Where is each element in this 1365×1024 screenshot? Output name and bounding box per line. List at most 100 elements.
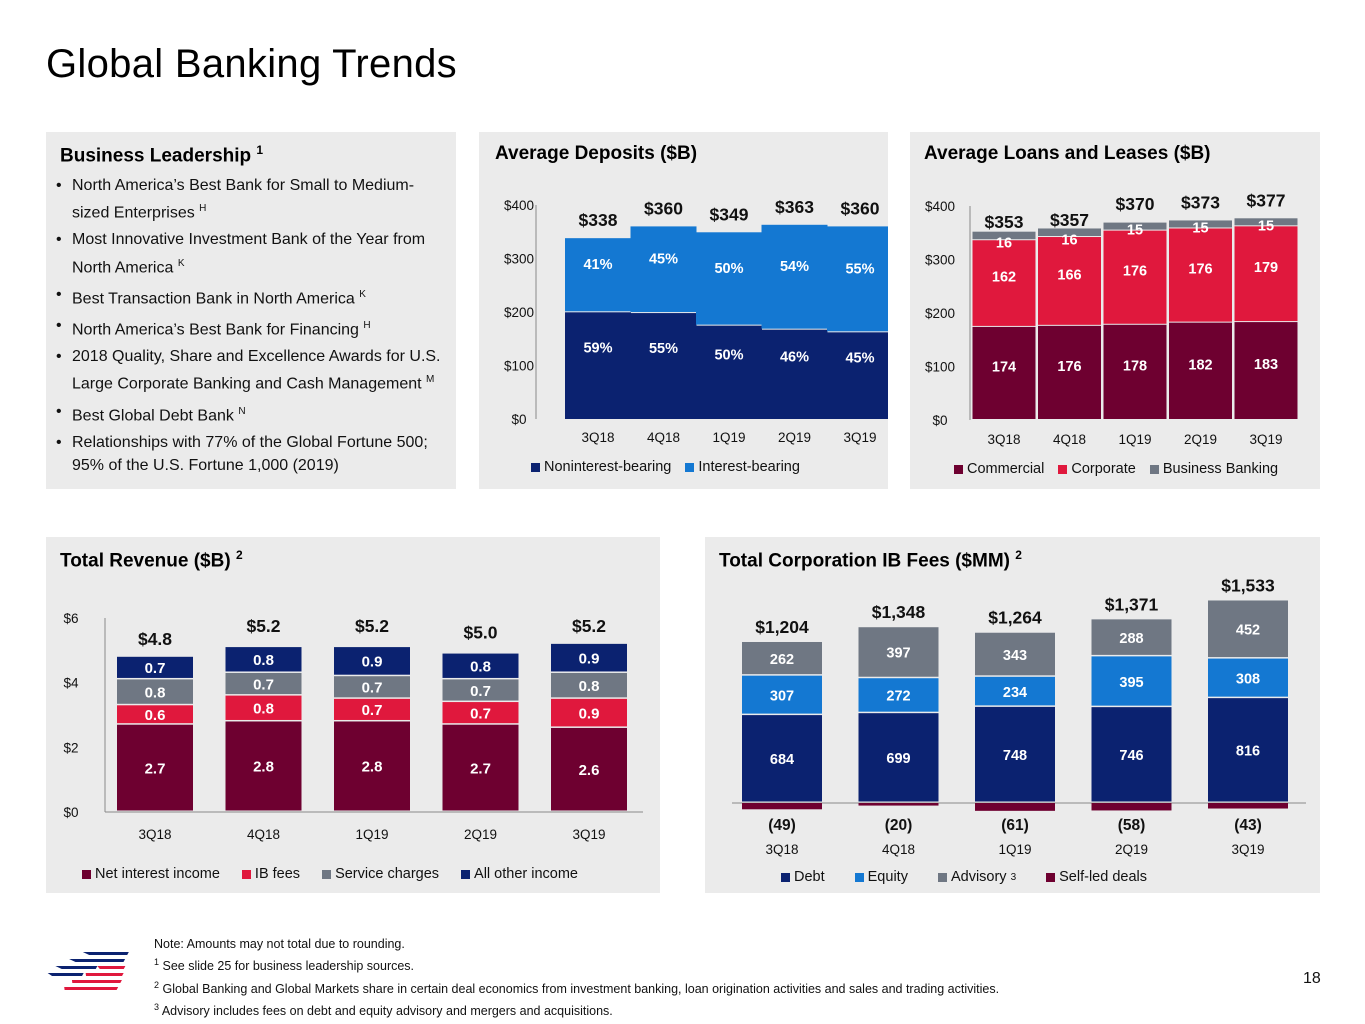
segment-label: 176 [1123,264,1147,280]
legend-item: Business Banking [1149,461,1278,477]
bar-segment [225,647,302,672]
segment-label: 0.7 [470,705,491,722]
y-tick-label: $200 [925,306,955,321]
total-label: $5.2 [355,616,389,636]
bar-segment [551,643,627,672]
bar-segment [827,226,888,332]
segment-label: 0.7 [470,683,491,700]
segment-label: 684 [770,752,794,768]
segment-label: 288 [1119,631,1143,647]
bar-segment [1038,325,1101,419]
legend-item: All other income [461,866,578,882]
bar-segment [1038,228,1101,237]
bar-segment [442,724,519,811]
bar-segment [117,679,193,704]
business-leadership-title: Business Leadership 1 [60,143,264,167]
segment-label: 0.7 [362,702,383,719]
segment-label: 0.7 [253,676,274,693]
bar-segment [225,695,302,720]
segment-label: 0.9 [579,705,600,722]
segment-label: 0.9 [362,654,383,671]
x-tick-label: 3Q18 [987,432,1020,447]
total-label: $4.8 [138,629,172,649]
leadership-item: Best Global Debt Bank N [56,400,451,428]
segment-label: 0.8 [470,659,491,676]
bar-segment [1169,228,1232,322]
leadership-item: 2018 Quality, Share and Excellence Award… [56,345,451,396]
bar-segment [1091,656,1172,706]
segment-label: 0.8 [579,678,600,695]
y-tick-label: $300 [504,252,534,267]
segment-label: 182 [1188,357,1212,373]
bar-segment [1103,222,1167,230]
segment-label: 0.7 [362,680,383,697]
footnote: Note: Amounts may not total due to round… [154,937,405,951]
bar-segment [334,676,410,698]
total-label: $349 [710,204,749,224]
bar-segment [858,678,939,712]
bar-segment [742,715,822,802]
total-label: $1,264 [988,608,1042,628]
segment-label: 174 [992,359,1016,375]
segment-label: 343 [1003,648,1027,664]
segment-label: 2.6 [579,762,600,779]
bar-segment [334,721,410,811]
x-tick-label: 1Q19 [998,842,1031,857]
ib-fees-panel: Total Corporation IB Fees ($MM) 2 684 307… [705,537,1320,893]
negative-label: (20) [885,817,913,834]
total-label: $338 [579,210,618,230]
bar-segment [972,240,1036,326]
segment-label: 16 [1061,232,1077,248]
legend-item: Noninterest-bearing [531,459,671,475]
bar-segment [975,632,1055,676]
segment-label: 166 [1057,267,1081,283]
segment-label: 55% [845,261,874,277]
bar-segment [742,641,822,675]
page-title: Global Banking Trends [46,42,457,86]
y-tick-label: $400 [925,199,955,214]
legend-swatch [241,869,251,879]
segment-label: 699 [886,751,910,767]
revenue-chart: $0 $2 $4 $6 2.7 0.6 0.8 0.7 $4.8 3Q18 2.8 0.8 0.7 0.8… [63,611,643,842]
total-label: $1,371 [1105,594,1159,614]
negative-label: (61) [1001,817,1029,834]
segment-label: 55% [649,341,678,357]
bar-segment [334,647,410,675]
segment-label: 746 [1119,748,1143,764]
x-tick-label: 3Q19 [1231,842,1264,857]
segment-label: 179 [1254,260,1278,276]
segment-label: 0.8 [253,652,274,669]
x-tick-label: 1Q19 [355,827,388,842]
bar-segment [1103,230,1167,324]
total-label: $353 [985,212,1024,232]
bar-segment [827,332,888,419]
y-tick-label: $100 [504,359,534,374]
x-tick-label: 4Q18 [1053,432,1086,447]
y-tick-label: $2 [63,740,78,755]
business-leadership-panel: Business Leadership 1 North America’s Be… [46,132,456,489]
segment-label: 2.7 [470,760,491,777]
x-tick-label: 4Q18 [247,827,280,842]
segment-label: 2.7 [145,760,166,777]
segment-label: 397 [886,646,910,662]
revenue-panel: Total Revenue ($B) 2 $0 $2 $4 $6 2.7 0.6 0.8 0.… [46,537,660,893]
bar-segment [696,325,762,419]
footnote: 2 Global Banking and Global Markets shar… [154,979,1000,996]
segment-label: 59% [583,341,612,357]
bar-segment [551,727,627,811]
legend-swatch [82,869,91,879]
segment-label: 0.8 [145,684,166,701]
segment-label: 0.8 [253,701,274,718]
x-tick-label: 2Q19 [1115,842,1148,857]
legend-swatch [1046,872,1056,882]
deposits-title: Average Deposits ($B) [495,143,698,164]
page-number: 18 [1303,970,1321,987]
segment-label: 15 [1192,220,1208,236]
segment-label: 748 [1003,748,1027,764]
segment-label: 0.6 [145,707,166,724]
bar-segment [551,698,627,727]
bar-segment [225,672,302,695]
segment-label: 395 [1119,675,1143,691]
bar-segment [442,679,519,701]
bar-segment [565,312,631,419]
